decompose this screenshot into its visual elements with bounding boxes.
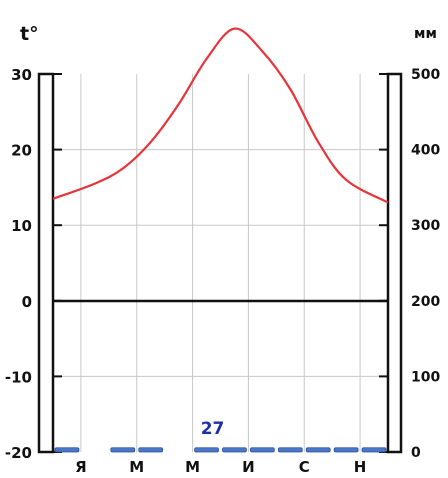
precipitation-bar <box>250 447 275 453</box>
right-tick-label: 400 <box>411 143 440 159</box>
right-tick-label: 200 <box>411 294 440 310</box>
grid <box>53 74 388 452</box>
temperature-line <box>52 27 389 204</box>
left-tick-label: 20 <box>11 142 32 160</box>
annotations: 27 <box>201 419 225 439</box>
month-label: М <box>185 458 200 476</box>
precipitation-bar <box>54 447 80 453</box>
left-scale-bar <box>37 72 55 454</box>
left-axis-title: t° <box>20 23 39 45</box>
right-tick-label: 500 <box>411 67 440 83</box>
right-tick-label: 300 <box>411 218 440 234</box>
right-scale-bar <box>386 72 403 454</box>
month-label: И <box>242 458 255 476</box>
precipitation-bar <box>305 447 331 453</box>
precipitation-bar <box>333 447 359 453</box>
left-tick-label: 10 <box>11 217 32 235</box>
right-axis-title: мм <box>414 26 437 42</box>
month-label: Н <box>354 458 367 476</box>
precipitation-annotation: 27 <box>201 419 225 439</box>
left-tick-label: 30 <box>11 66 32 84</box>
precipitation-bar <box>194 447 219 453</box>
precipitation-series <box>54 447 387 453</box>
precipitation-bar <box>361 447 387 453</box>
month-label: С <box>299 458 310 476</box>
precipitation-bar <box>222 447 247 453</box>
month-label: М <box>129 458 144 476</box>
precipitation-bar <box>110 447 136 453</box>
right-tick-label: 100 <box>411 369 440 385</box>
precipitation-bar <box>277 447 303 453</box>
precipitation-bar <box>138 447 164 453</box>
right-tick-label: 0 <box>411 445 421 461</box>
left-tick-label: -20 <box>5 444 32 462</box>
month-label: Я <box>75 458 87 476</box>
right-axis-ticks: 500 400 300 200 100 0 <box>379 67 440 461</box>
left-tick-label: 0 <box>22 293 32 311</box>
left-tick-label: -10 <box>5 368 32 386</box>
